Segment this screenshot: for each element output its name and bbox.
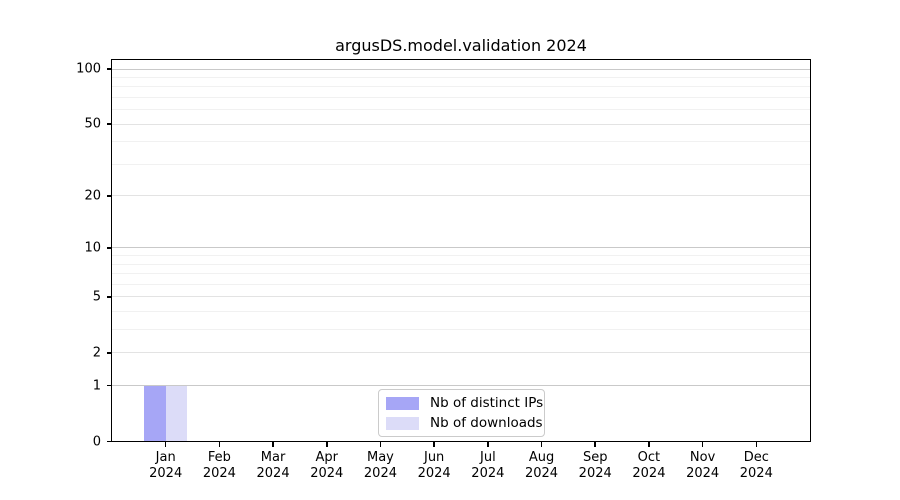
- x-tick-label-dec: Dec 2024: [740, 450, 773, 481]
- x-tick-year: 2024: [310, 465, 344, 481]
- legend-label-nb-of-downloads: Nb of downloads: [430, 415, 543, 431]
- x-tick-month: Aug: [528, 450, 555, 465]
- y-tick-mark-20: [106, 195, 112, 197]
- gridline-y70: [112, 97, 810, 98]
- gridline-y3: [112, 329, 810, 331]
- gridline-y1: [112, 385, 810, 387]
- y-tick-mark-100: [106, 68, 112, 70]
- chart-title: argusDS.model.validation 2024: [335, 36, 587, 55]
- x-tick-month: Feb: [207, 450, 231, 465]
- x-tick-mark-jan: [164, 442, 167, 447]
- y-tick-label-100: 100: [76, 61, 101, 77]
- y-tick-mark-2: [106, 352, 112, 354]
- gridline-y30: [112, 163, 810, 165]
- bar-nb-of-distinct-ips-jan: [144, 385, 166, 442]
- gridline-y6: [112, 283, 810, 285]
- y-tick-mark-1: [106, 384, 112, 387]
- x-tick-label-feb: Feb 2024: [203, 450, 236, 481]
- gridline-y40: [112, 141, 810, 143]
- y-tick-label-10: 10: [84, 240, 101, 256]
- legend-entry-nb-of-distinct-ips: Nb of distinct IPs: [386, 395, 543, 411]
- x-tick-year: 2024: [417, 465, 451, 481]
- x-tick-month: Apr: [315, 450, 339, 465]
- y-tick-mark-5: [106, 296, 112, 298]
- gridline-y90: [112, 76, 810, 78]
- x-tick-month: Mar: [260, 450, 286, 465]
- x-tick-label-nov: Nov 2024: [686, 450, 719, 481]
- x-tick-mark-sep: [594, 442, 596, 447]
- x-tick-mark-apr: [326, 442, 328, 447]
- x-tick-mark-oct: [648, 442, 650, 447]
- y-tick-label-50: 50: [84, 116, 101, 132]
- x-tick-month: Jan: [155, 450, 176, 465]
- x-tick-mark-jun: [433, 442, 435, 447]
- x-tick-mark-mar: [272, 442, 274, 447]
- gridline-y4: [112, 311, 810, 313]
- y-tick-label-0: 0: [92, 434, 101, 449]
- x-tick-year: 2024: [632, 465, 666, 481]
- x-tick-year: 2024: [739, 465, 773, 481]
- x-tick-month: Sep: [582, 450, 608, 465]
- y-tick-mark-0: [106, 440, 112, 443]
- x-tick-mark-aug: [540, 442, 543, 447]
- x-tick-year: 2024: [578, 465, 612, 481]
- y-tick-mark-10: [106, 247, 112, 249]
- x-tick-label-aug: Aug 2024: [525, 450, 558, 481]
- y-tick-mark-50: [106, 123, 112, 125]
- x-tick-label-jul: Jul 2024: [471, 450, 504, 481]
- x-tick-month: Jul: [480, 450, 496, 465]
- gridline-y9: [112, 255, 810, 257]
- x-tick-label-oct: Oct 2024: [632, 450, 665, 481]
- x-tick-month: May: [367, 450, 394, 465]
- x-tick-mark-dec: [755, 442, 758, 447]
- x-tick-label-jun: Jun 2024: [418, 450, 451, 481]
- x-tick-mark-may: [379, 442, 382, 447]
- x-tick-year: 2024: [363, 465, 397, 481]
- y-tick-label-1: 1: [92, 378, 101, 394]
- x-tick-month: Nov: [689, 450, 716, 465]
- x-tick-label-jan: Jan 2024: [149, 450, 182, 481]
- legend-swatch-nb-of-distinct-ips: [386, 396, 419, 410]
- x-tick-year: 2024: [256, 465, 290, 481]
- x-tick-mark-jul: [487, 442, 489, 447]
- x-tick-year: 2024: [686, 465, 720, 481]
- legend-entry-nb-of-downloads: Nb of downloads: [386, 415, 543, 431]
- gridline-y2: [112, 352, 810, 354]
- gridline-y8: [112, 263, 810, 265]
- gridline-y7: [112, 273, 810, 275]
- y-tick-label-2: 2: [92, 345, 101, 361]
- y-tick-label-5: 5: [92, 289, 101, 305]
- gridline-y10: [112, 247, 810, 249]
- gridline-y80: [112, 86, 810, 88]
- y-tick-label-20: 20: [84, 188, 101, 204]
- x-tick-mark-feb: [218, 442, 221, 447]
- x-tick-month: Oct: [637, 450, 661, 465]
- x-tick-month: Jun: [423, 450, 445, 465]
- x-tick-year: 2024: [471, 465, 505, 481]
- x-tick-year: 2024: [149, 465, 183, 481]
- x-tick-mark-nov: [701, 442, 704, 447]
- x-tick-year: 2024: [524, 465, 559, 481]
- gridline-y60: [112, 109, 810, 111]
- legend-swatch-nb-of-downloads: [386, 416, 419, 430]
- bar-nb-of-downloads-jan: [165, 385, 188, 442]
- gridline-y20: [112, 195, 810, 197]
- gridline-y5: [112, 296, 810, 298]
- x-tick-month: Dec: [743, 450, 769, 465]
- x-tick-year: 2024: [202, 465, 236, 481]
- legend-label-nb-of-distinct-ips: Nb of distinct IPs: [430, 395, 544, 411]
- x-tick-label-apr: Apr 2024: [310, 450, 343, 481]
- gridline-y100: [112, 68, 810, 70]
- gridline-y50: [112, 123, 810, 125]
- x-tick-label-sep: Sep 2024: [579, 450, 612, 481]
- legend: Nb of distinct IPs Nb of downloads: [378, 389, 545, 437]
- x-tick-label-may: May 2024: [364, 450, 397, 481]
- x-tick-label-mar: Mar 2024: [257, 450, 290, 481]
